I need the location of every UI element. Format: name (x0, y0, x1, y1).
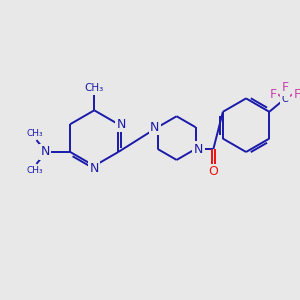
Text: N: N (194, 142, 203, 155)
Text: C: C (282, 94, 289, 104)
Text: F: F (270, 88, 277, 101)
Text: N: N (117, 118, 126, 131)
Text: F: F (282, 82, 289, 94)
Text: N: N (41, 146, 50, 158)
Text: N: N (90, 162, 99, 176)
Text: O: O (208, 165, 218, 178)
Text: CH₃: CH₃ (26, 129, 43, 138)
Text: F: F (293, 88, 300, 101)
Text: CH₃: CH₃ (85, 83, 104, 94)
Text: N: N (150, 121, 159, 134)
Text: CH₃: CH₃ (26, 166, 43, 175)
